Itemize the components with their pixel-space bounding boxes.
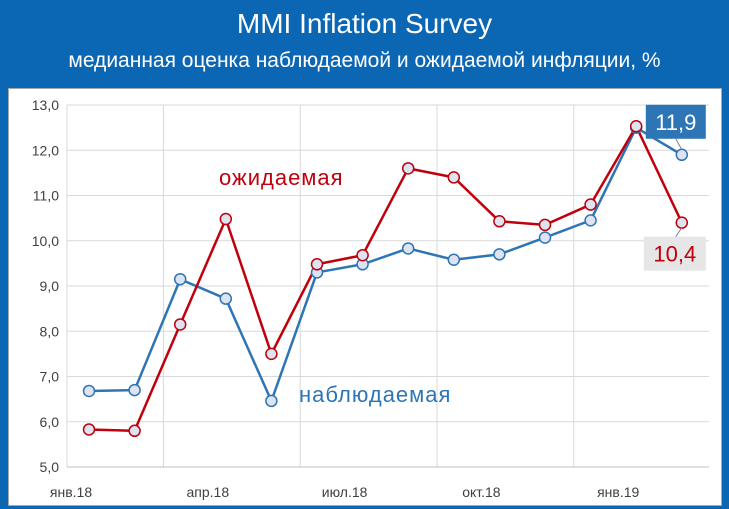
y-tick-label: 8,0: [40, 323, 60, 339]
callout-expected-box: [643, 236, 706, 271]
expected-point: [675, 216, 689, 229]
y-tick-label: 5,0: [40, 459, 60, 475]
x-tick-label: янв.18: [50, 484, 92, 500]
y-tick-label: 9,0: [40, 278, 60, 294]
expected-point: [82, 423, 96, 436]
y-tick-label: 11,0: [33, 188, 59, 204]
observed-point: [675, 148, 689, 162]
observed-point: [173, 272, 187, 286]
x-tick-label: янв.19: [597, 484, 639, 500]
expected-point: [629, 120, 643, 133]
callout-observed-box: [645, 104, 706, 139]
expected-point: [538, 218, 552, 232]
callout-expected-value: 10,4: [653, 242, 696, 267]
observed-point: [82, 384, 96, 398]
expected-point: [356, 248, 369, 262]
expected-point: [219, 212, 233, 226]
line-chart: 5,0 6,0 7,0 8,0 9,0 10,0 11,0 12,0 13,0 янв.18 апр…: [32, 97, 709, 500]
expected-point: [401, 162, 415, 175]
expected-point: [493, 215, 506, 228]
chart-panel: 5,0 6,0 7,0 8,0 9,0 10,0 11,0 12,0 13,0 янв.18 апр…: [8, 88, 722, 506]
callout-observed-leader: [675, 138, 683, 151]
header: MMI Inflation Survey медианная оценка на…: [0, 0, 729, 86]
observed-point: [128, 383, 141, 397]
callout-expected-leader: [675, 227, 683, 237]
observed-line: [88, 126, 683, 403]
observed-point: [447, 253, 461, 267]
expected-point: [128, 424, 141, 438]
observed-point: [538, 231, 552, 244]
observed-point: [584, 214, 597, 227]
x-tick-label: июл.18: [322, 484, 368, 500]
y-tick-label: 7,0: [40, 369, 60, 385]
expected-point: [265, 347, 278, 361]
expected-point: [173, 318, 187, 331]
y-tick-label: 13,0: [32, 97, 59, 113]
expected-point: [447, 171, 461, 184]
y-tick-label: 12,0: [32, 142, 59, 158]
observed-point: [219, 292, 233, 305]
callout-observed-value: 11,9: [655, 110, 696, 135]
series-label-expected: ожидаемая: [219, 165, 344, 190]
y-tick-label: 10,0: [32, 233, 59, 249]
series-label-observed: наблюдаемая: [299, 382, 451, 407]
chart-subtitle: медианная оценка наблюдаемой и ожидаемой…: [68, 49, 661, 72]
expected-line: [88, 125, 683, 433]
chart-title: MMI Inflation Survey: [236, 8, 493, 39]
observed-point: [265, 394, 278, 408]
x-tick-label: окт.18: [462, 484, 501, 500]
expected-point: [584, 198, 597, 211]
observed-point: [493, 248, 506, 261]
y-tick-label: 6,0: [40, 414, 60, 430]
x-tick-label: апр.18: [186, 484, 229, 500]
observed-point: [401, 242, 415, 255]
expected-point: [310, 258, 324, 271]
